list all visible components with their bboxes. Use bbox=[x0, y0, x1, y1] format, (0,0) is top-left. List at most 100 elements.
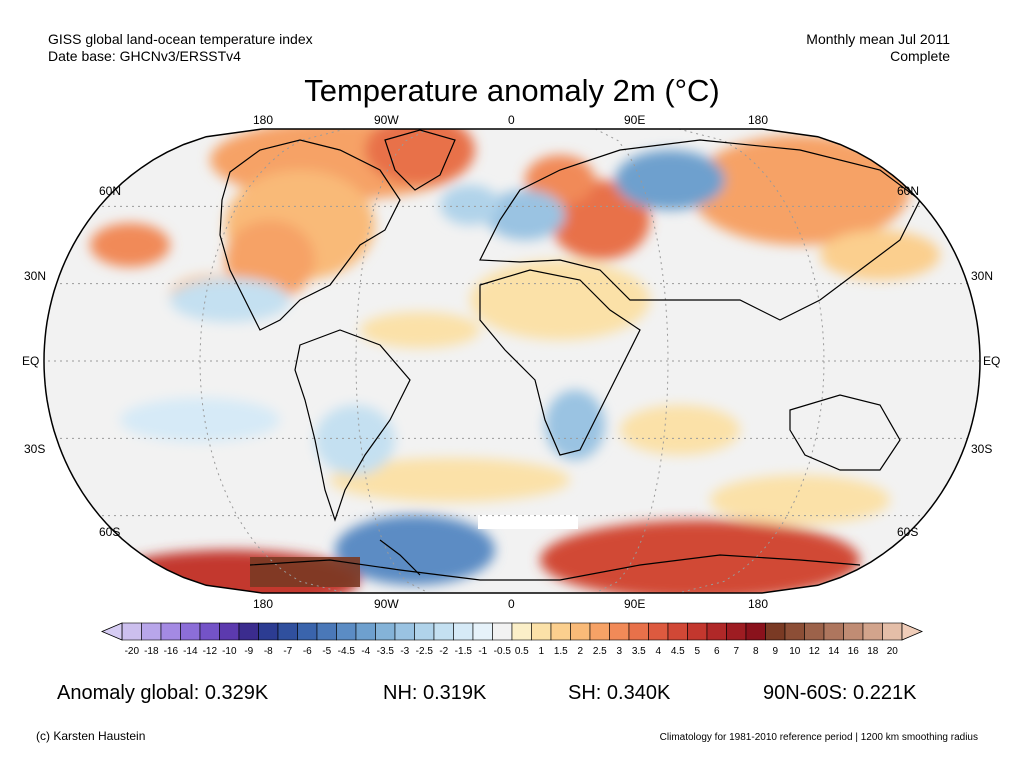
cold-patch-tropical-pacific bbox=[120, 398, 280, 442]
graticule-meridian bbox=[678, 129, 825, 593]
colorbar-swatch bbox=[667, 622, 688, 641]
colorbar-swatch bbox=[375, 622, 396, 641]
colorbar-tick-label: -16 bbox=[163, 646, 179, 657]
colorbar-swatch bbox=[316, 622, 337, 641]
colorbar-swatch bbox=[472, 622, 493, 641]
colorbar-tick-label: -0.5 bbox=[493, 646, 511, 657]
warm-patch-greenland bbox=[365, 129, 475, 185]
colorbar-tick-label: 3 bbox=[616, 646, 623, 657]
warm-patch-pacific-north bbox=[90, 223, 170, 267]
colorbar-tick-label: 12 bbox=[808, 646, 820, 657]
coast-antarctic-peninsula bbox=[379, 539, 421, 576]
colorbar-tick-label: 5 bbox=[694, 646, 701, 657]
coast-greenland bbox=[384, 129, 456, 191]
graticule bbox=[44, 129, 980, 593]
dataset-name: GISS global land-ocean temperature index bbox=[48, 31, 313, 47]
colorbar-swatch bbox=[511, 622, 532, 641]
credit: (c) Karsten Haustein bbox=[36, 729, 146, 743]
colorbar-tick-label: 0.5 bbox=[514, 646, 529, 657]
cold-patch-atlantic bbox=[440, 185, 500, 225]
colorbar-tick-label: 10 bbox=[789, 646, 801, 657]
colorbar-tick-label: -8 bbox=[263, 646, 273, 657]
period-label: Monthly mean Jul 2011 bbox=[806, 31, 950, 47]
lon-label-top: 90E bbox=[624, 113, 646, 127]
lat-label-left: 60N bbox=[99, 184, 122, 198]
colorbar-swatch bbox=[706, 622, 727, 641]
lat-label-right: 60N bbox=[897, 184, 920, 198]
colorbar-tick-label: -1.5 bbox=[454, 646, 472, 657]
colorbar-tick-label: -9 bbox=[244, 646, 254, 657]
colorbar-swatch bbox=[394, 622, 415, 641]
lat-label-left: 60S bbox=[99, 525, 121, 539]
cold-patch-europe bbox=[485, 190, 565, 240]
map-frame bbox=[43, 128, 981, 594]
warm-patch-scandinavia bbox=[525, 155, 595, 205]
map-field bbox=[44, 129, 980, 593]
lon-label-top: 90W bbox=[374, 113, 399, 127]
lon-label-bottom: 180 bbox=[748, 597, 769, 611]
colorbar-swatch bbox=[531, 622, 552, 641]
colorbar-swatches bbox=[121, 622, 903, 641]
colorbar-swatch bbox=[180, 622, 201, 641]
colorbar-tick-label: -3 bbox=[400, 646, 410, 657]
colorbar-tick-label: -20 bbox=[124, 646, 140, 657]
colorbar-tick-label: 7 bbox=[733, 646, 740, 657]
colorbar-tick-label: -6 bbox=[302, 646, 312, 657]
colorbar-tick-label: 14 bbox=[828, 646, 840, 657]
colorbar-tick-label: -3.5 bbox=[376, 646, 394, 657]
colorbar-swatch bbox=[648, 622, 669, 641]
colorbar-tick-label: 1 bbox=[538, 646, 545, 657]
missing-data-patch bbox=[478, 515, 578, 529]
lat-label-right: 30S bbox=[971, 442, 993, 456]
colorbar-swatch bbox=[277, 622, 298, 641]
colorbar-swatch bbox=[238, 622, 259, 641]
colorbar-tick-label: -14 bbox=[183, 646, 198, 657]
colorbar-tick-label: -4 bbox=[361, 646, 371, 657]
colorbar-swatch bbox=[745, 622, 766, 641]
colorbar-swatch bbox=[219, 622, 240, 641]
data-base: Date base: GHCNv3/ERSSTv4 bbox=[48, 48, 241, 64]
lon-label-top: 180 bbox=[748, 113, 769, 127]
colorbar-swatch bbox=[355, 622, 376, 641]
cold-patch-russia bbox=[615, 150, 725, 210]
warm-patch-south-atlantic bbox=[710, 475, 890, 525]
colorbar-tick-label: -5 bbox=[322, 646, 332, 657]
colorbar-swatch bbox=[121, 622, 142, 641]
colorbar-swatch bbox=[784, 622, 805, 641]
colorbar-tick-label: -4.5 bbox=[337, 646, 355, 657]
warm-patch-north-africa bbox=[470, 260, 650, 340]
colorbar-tick-label: 16 bbox=[847, 646, 859, 657]
graticule-meridian bbox=[199, 129, 346, 593]
colorbar-swatch bbox=[843, 622, 864, 641]
colorbar-swatch bbox=[492, 622, 513, 641]
cold-patch-pacific bbox=[170, 278, 290, 322]
lat-label-right: EQ bbox=[983, 354, 1001, 368]
colorbar-high-arrow bbox=[901, 622, 924, 641]
coast-south-america bbox=[294, 329, 411, 522]
cold-patch-antarctic-peninsula bbox=[335, 515, 495, 585]
lat-label-left: 30N bbox=[24, 269, 47, 283]
colorbar-tick-label: 4.5 bbox=[670, 646, 685, 657]
colorbar-tick-label: -1 bbox=[478, 646, 488, 657]
lon-label-top: 180 bbox=[253, 113, 274, 127]
colorbar-tick-label: 2.5 bbox=[592, 646, 607, 657]
colorbar-swatch bbox=[336, 622, 357, 641]
colorbar-swatch bbox=[453, 622, 474, 641]
colorbar-swatch bbox=[687, 622, 708, 641]
colorbar-tick-label: -2.5 bbox=[415, 646, 433, 657]
coast-antarctica bbox=[249, 554, 861, 581]
colorbar-swatch bbox=[258, 622, 279, 641]
map-title: Temperature anomaly 2m (°C) bbox=[304, 73, 720, 108]
lat-label-right: 30N bbox=[971, 269, 994, 283]
colorbar-swatch bbox=[141, 622, 162, 641]
colorbar-swatch bbox=[414, 622, 435, 641]
colorbar-swatch bbox=[726, 622, 747, 641]
global-anomaly: Anomaly global: 0.329K bbox=[57, 682, 269, 704]
colorbar-swatch bbox=[433, 622, 454, 641]
colorbar-tick-label: 4 bbox=[655, 646, 662, 657]
colorbar-swatch bbox=[823, 622, 844, 641]
colorbar-tick-label: -2 bbox=[439, 646, 449, 657]
warm-patch-indian-ocean bbox=[620, 405, 740, 455]
warm-patch-east-antarctica bbox=[540, 520, 860, 593]
